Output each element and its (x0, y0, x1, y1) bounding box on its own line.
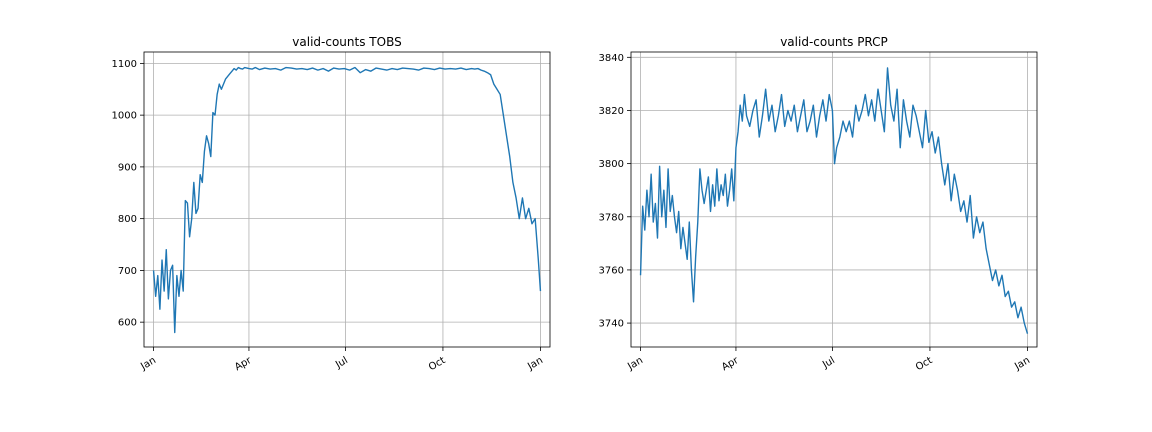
chart-prcp-title: valid-counts PRCP (780, 35, 888, 49)
chart-tobs-plot-area: 600 700 800 900 1000 1100 Jan Apr Jul Oct Jan (112, 51, 551, 374)
prcp-y-tick-label: 3800 (599, 159, 624, 170)
prcp-y-tick-label: 3820 (599, 106, 624, 117)
chart-prcp: valid-counts PRCP 3740 3760 3780 3800 3820 38… (599, 35, 1038, 374)
tobs-x-tick-label: Jan (525, 355, 545, 373)
prcp-x-tick-label: Jul (820, 355, 837, 371)
prcp-y-tick-label: 3840 (599, 53, 624, 64)
tobs-x-tick-label: Apr (233, 355, 254, 374)
tobs-y-tick-label: 1100 (112, 59, 137, 70)
prcp-x-tick-label: Jan (1012, 355, 1032, 373)
prcp-series-line (639, 67, 1029, 334)
tobs-axes-frame (143, 51, 551, 348)
prcp-y-tick-label: 3740 (599, 319, 624, 330)
tobs-x-tick-label: Jan (138, 355, 158, 373)
prcp-y-tick-label: 3780 (599, 212, 624, 223)
chart-tobs: valid-counts TOBS 600 700 800 900 1000 1100 Ja… (112, 35, 551, 374)
prcp-x-tick-label: Jan (625, 355, 645, 373)
tobs-series-line (152, 66, 542, 334)
tobs-x-tick-label: Oct (427, 355, 448, 373)
tobs-y-tick-label: 600 (118, 318, 137, 329)
chart-prcp-plot-area: 3740 3760 3780 3800 3820 3840 Jan Apr Jul Oct Jan (599, 51, 1038, 374)
tobs-y-tick-label: 700 (118, 266, 137, 277)
tobs-x-tick-label: Jul (333, 355, 350, 371)
prcp-x-tick-label: Oct (914, 355, 935, 373)
prcp-y-tick-label: 3760 (599, 265, 624, 276)
tobs-y-tick-label: 1000 (112, 111, 137, 122)
tobs-y-tick-label: 900 (118, 162, 137, 173)
prcp-x-tick-label: Apr (720, 355, 741, 374)
chart-tobs-title: valid-counts TOBS (292, 35, 401, 49)
tobs-y-tick-label: 800 (118, 214, 137, 225)
prcp-axes-frame (630, 51, 1038, 348)
